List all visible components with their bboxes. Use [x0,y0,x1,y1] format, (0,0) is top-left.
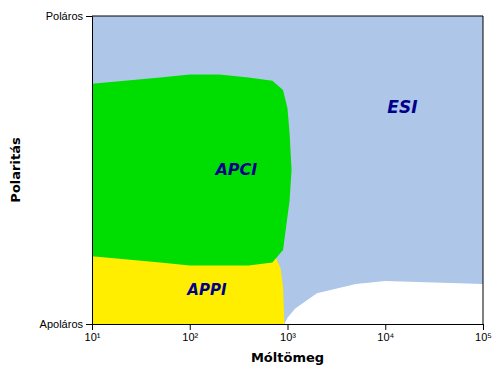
y-tick-label: Apoláros [40,318,84,330]
y-tick-mark [86,324,92,325]
region [284,281,483,324]
y-axis: Apoláros Poláros [40,10,93,330]
y-tick-mark [86,16,92,17]
region-label: APCI [213,160,257,179]
region-label: APPI [186,281,227,299]
annotations: ESI APCI APPI [186,97,417,298]
x-tick: 10¹ [85,324,101,343]
regions [92,16,483,324]
y-tick-label: Poláros [46,10,84,22]
x-tick-mark [190,324,191,330]
x-tick-mark [483,324,484,330]
region-label: ESI [387,97,417,117]
x-tick: 10⁵ [475,324,492,343]
y-tick: Apoláros [40,318,92,330]
x-tick: 10³ [280,324,296,343]
x-tick-label: 10³ [280,331,296,343]
y-axis-line [86,17,93,325]
x-tick: 10⁴ [377,324,394,343]
x-tick-label: 10⁵ [475,331,492,343]
x-tick-mark [385,324,386,330]
x-axis: 10¹ 10² 10³ 10⁴ 10⁵ [85,324,492,343]
x-tick-label: 10¹ [85,331,101,343]
region [92,75,292,266]
x-tick-label: 10⁴ [377,331,394,343]
y-axis-title: Polaritás [8,137,23,203]
x-axis-line [93,325,484,331]
frame [483,16,484,324]
region [92,256,284,324]
plot: 10¹ 10² 10³ 10⁴ 10⁵ Apoláros Poláros ESI APCI APP… [40,10,492,343]
y-tick: Poláros [46,10,92,22]
x-axis-title: Móltömeg [251,350,324,365]
x-tick: 10² [182,324,198,343]
chart: 10¹ 10² 10³ 10⁴ 10⁵ Apoláros Poláros ESI APCI APP… [0,0,503,372]
x-tick-mark [288,324,289,330]
region [92,16,483,324]
frame [92,16,483,17]
x-tick-label: 10² [182,331,198,343]
